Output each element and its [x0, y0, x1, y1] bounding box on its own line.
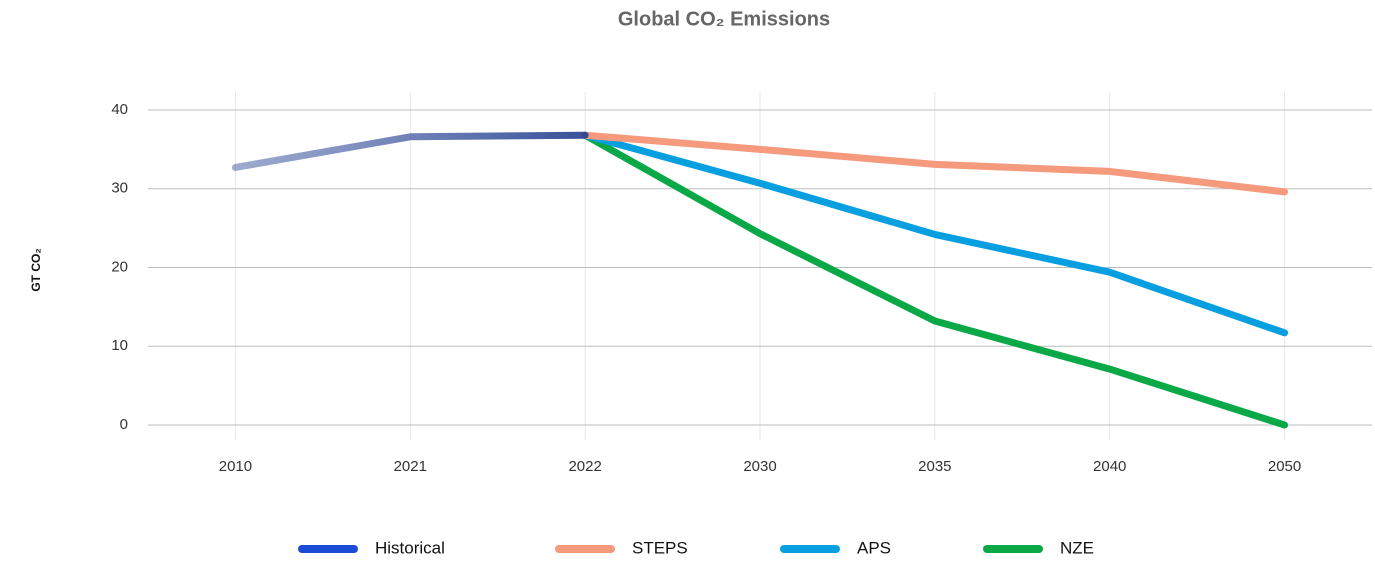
- x-tick-label: 2030: [743, 458, 776, 475]
- y-tick-label: 30: [111, 180, 128, 197]
- legend-label: STEPS: [632, 538, 688, 557]
- legend-label: NZE: [1060, 538, 1094, 557]
- series-line: [231, 131, 589, 171]
- series-line: [581, 131, 1289, 196]
- x-tick-label: 2050: [1268, 458, 1301, 475]
- series-line: [581, 131, 1289, 337]
- x-tick-label: 2022: [568, 458, 601, 475]
- x-tick-label: 2010: [219, 458, 252, 475]
- y-axis-label: GT CO₂: [29, 248, 43, 291]
- chart-title: Global CO₂ Emissions: [618, 8, 830, 30]
- x-tick-label: 2021: [394, 458, 427, 475]
- series-line: [581, 131, 1289, 429]
- x-tick-label: 2040: [1093, 458, 1126, 475]
- x-tick-label: 2035: [918, 458, 951, 475]
- legend-label: Historical: [375, 538, 445, 557]
- y-tick-label: 10: [111, 337, 128, 354]
- y-tick-label: 20: [111, 258, 128, 275]
- y-tick-label: 40: [111, 101, 128, 118]
- legend-label: APS: [857, 538, 891, 557]
- y-tick-label: 0: [120, 416, 128, 433]
